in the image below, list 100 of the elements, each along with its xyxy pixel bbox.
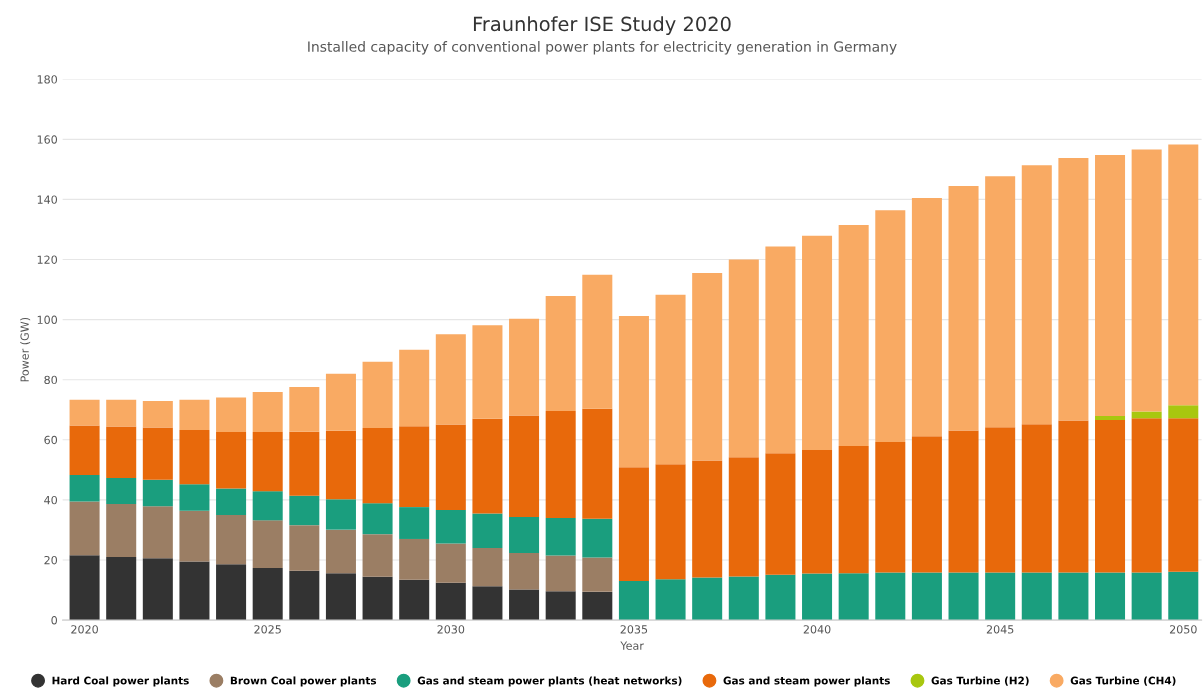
legend-label: Gas Turbine (CH4) [1070,676,1176,686]
bar [106,477,137,505]
bar [179,399,210,430]
bar [216,432,247,489]
x-tick-label: 2040 [803,625,831,634]
bar [692,273,723,461]
chart-title: Fraunhofer ISE Study 2020 [473,16,731,36]
bar [655,579,686,621]
bar [728,259,759,458]
bar [435,424,466,511]
bar [509,517,540,554]
bar [1021,424,1052,573]
x-axis-title: Year [620,641,644,650]
bar [472,586,503,621]
bar [545,517,576,556]
bar [69,425,100,475]
bar [618,467,649,582]
bar [399,579,430,621]
bar [802,573,833,621]
bar [362,428,393,504]
bar [435,510,466,544]
y-tick-label: 0 [51,616,58,625]
bar [545,555,576,592]
x-tick-label: 2030 [437,625,465,634]
bar [399,349,430,427]
bar [362,534,393,577]
bar [289,570,320,621]
bar [435,582,466,621]
bar [399,507,430,539]
bar [582,518,613,558]
bar [252,520,283,569]
bar [618,316,649,468]
bar [362,361,393,429]
bar [142,506,173,559]
bar [252,432,283,492]
y-tick-label: 180 [37,75,58,84]
bar [1168,144,1199,406]
bar [728,457,759,577]
bar [179,484,210,511]
bar [179,510,210,562]
legend-label: Hard Coal power plants [52,676,189,687]
y-tick-label: 60 [44,435,58,445]
x-tick-label: 2050 [1169,625,1197,634]
x-tick-label: 2045 [986,625,1014,634]
bar [435,334,466,425]
bar [106,504,137,557]
bar [985,176,1016,428]
bar [1058,157,1089,421]
bar [435,543,466,583]
bar [765,246,796,454]
bar [948,185,979,431]
bar [399,426,430,508]
bar [875,572,906,621]
bar [911,572,942,621]
bar [582,591,613,621]
bar [362,503,393,535]
bar [509,318,540,416]
bar [325,529,356,574]
legend-label: Gas and steam power plants (heat networks) [417,676,682,687]
bar [325,430,356,500]
bar [289,431,320,496]
bar [728,576,759,621]
bar [69,501,100,556]
bar [911,436,942,573]
bar [838,446,869,574]
bar [325,373,356,431]
y-tick-label: 120 [37,255,58,264]
bar [545,295,576,411]
bar [1168,571,1199,621]
bar [985,572,1016,621]
chart-subtitle: Installed capacity of conventional power plants for electricity generation in Germany [308,41,897,55]
bar [1095,154,1126,417]
bar [582,274,613,409]
bar [362,576,393,621]
x-tick-label: 2020 [71,625,98,634]
bar [252,568,283,621]
bar [911,197,942,437]
bar [692,577,723,621]
bar [472,513,503,548]
bar [985,427,1016,573]
bar [765,574,796,621]
bar [1095,572,1126,621]
bar [252,392,283,432]
bar [545,410,576,518]
x-tick-label: 2035 [620,625,648,634]
bar [875,210,906,442]
legend-label: Brown Coal power plants [230,676,377,687]
bar [1131,149,1162,412]
bar [875,441,906,573]
y-tick-label: 160 [37,135,58,144]
y-tick-label: 40 [44,495,58,505]
y-tick-label: 140 [37,195,58,204]
bar [509,589,540,621]
bar [142,558,173,621]
bar [289,495,320,526]
bar [802,235,833,451]
y-tick-label: 100 [37,315,58,324]
bar [106,399,137,427]
bar [216,564,247,621]
bar [802,450,833,574]
